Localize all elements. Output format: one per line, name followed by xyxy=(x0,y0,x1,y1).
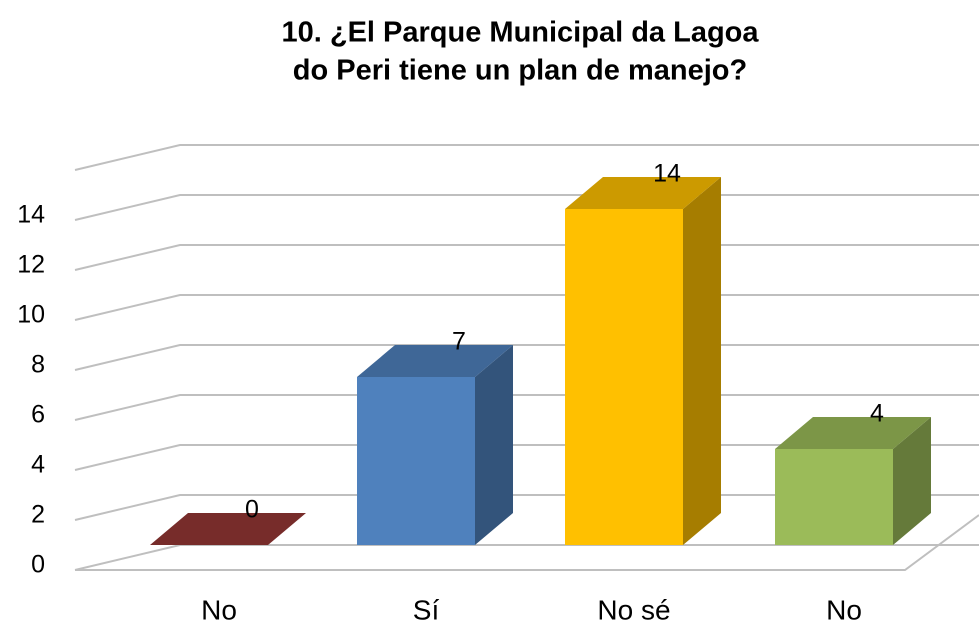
x-tick-label: No xyxy=(201,594,237,625)
bar-face xyxy=(683,177,721,545)
chart-title: do Peri tiene un plan de manejo? xyxy=(293,55,747,87)
bar-face xyxy=(357,345,513,377)
chart-title: 10. ¿El Parque Municipal da Lagoa xyxy=(282,17,760,49)
y-tick-label: 6 xyxy=(31,401,45,429)
grid-line xyxy=(74,544,979,571)
grid-line xyxy=(74,244,979,271)
grid-line xyxy=(74,394,979,421)
bar-face xyxy=(357,377,475,545)
bar xyxy=(565,177,721,545)
grid-line xyxy=(74,144,979,171)
bar xyxy=(775,417,931,545)
bar-face xyxy=(475,345,513,545)
x-tick-label: No xyxy=(826,594,862,625)
grid-line xyxy=(74,294,979,321)
data-label: 7 xyxy=(452,328,466,356)
grid-line xyxy=(74,344,979,371)
y-tick-label: 10 xyxy=(17,301,45,329)
bar xyxy=(357,345,513,545)
y-tick-label: 8 xyxy=(31,351,45,379)
y-tick-label: 0 xyxy=(31,551,45,579)
floor-edge xyxy=(75,514,979,571)
bar xyxy=(150,513,306,545)
data-label: 14 xyxy=(653,160,681,188)
data-label: 4 xyxy=(870,400,884,428)
y-tick-label: 14 xyxy=(17,201,45,229)
y-tick-label: 12 xyxy=(17,251,45,279)
bar-face xyxy=(893,417,931,545)
y-tick-label: 4 xyxy=(31,451,45,479)
bar-face xyxy=(775,449,893,545)
x-tick-label: Sí xyxy=(413,594,440,625)
bar-face xyxy=(565,209,683,545)
bar-face xyxy=(565,177,721,209)
data-label: 0 xyxy=(245,496,259,524)
bar-face xyxy=(150,513,306,545)
y-tick-label: 2 xyxy=(31,501,45,529)
grid-line xyxy=(74,194,979,221)
bar-face xyxy=(775,417,931,449)
x-tick-label: No sé xyxy=(597,594,670,625)
